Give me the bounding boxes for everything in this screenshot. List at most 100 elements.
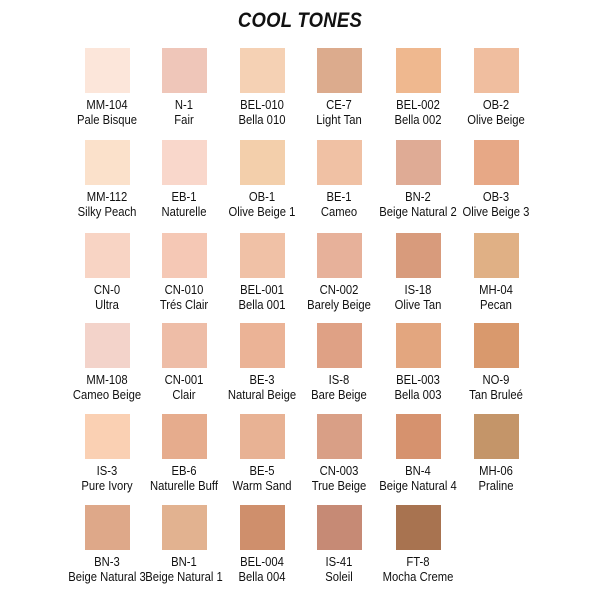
swatch-name: Tan Bruleé <box>469 388 523 402</box>
swatch-code: CN-003 <box>319 464 359 478</box>
swatch-name: Soleil <box>325 570 353 584</box>
swatch-code: MM-112 <box>86 190 128 204</box>
swatch-item: CN-001 Clair <box>139 323 229 403</box>
swatch-code: IS-18 <box>404 283 432 297</box>
swatch-name: Warm Sand <box>232 479 292 493</box>
swatch-name: Bare Beige <box>311 388 367 402</box>
swatch-name: Barely Beige <box>307 298 371 312</box>
swatch-item: OB-1 Olive Beige 1 <box>217 140 307 220</box>
swatch-color-chip <box>316 233 362 278</box>
swatch-code: BE-1 <box>326 190 352 204</box>
swatch-code: MH-06 <box>479 464 513 478</box>
swatch-name: Bella 010 <box>238 113 286 127</box>
swatch-item: FT-8 Mocha Creme <box>373 505 463 585</box>
swatch-name: Light Tan <box>316 113 362 127</box>
swatch-item: CN-003 True Beige <box>294 414 384 494</box>
swatch-code: BE-5 <box>249 464 275 478</box>
swatch-code: IS-41 <box>325 555 353 569</box>
swatch-name: Trés Clair <box>159 298 209 312</box>
swatch-item: BEL-004 Bella 004 <box>217 505 307 585</box>
swatch-code: MM-104 <box>86 98 128 112</box>
swatch-color-chip <box>161 48 207 93</box>
swatch-color-chip <box>239 414 285 459</box>
swatch-code: BN-1 <box>171 555 197 569</box>
swatch-color-chip <box>239 140 285 185</box>
swatch-color-chip <box>239 505 285 550</box>
swatch-color-chip <box>239 323 285 368</box>
swatch-code: OB-3 <box>482 190 510 204</box>
swatch-name: Cameo <box>320 205 358 219</box>
swatch-code: EB-1 <box>171 190 197 204</box>
swatch-name: Cameo Beige <box>72 388 142 402</box>
swatch-code: CE-7 <box>326 98 352 112</box>
swatch-item: CN-010 Trés Clair <box>139 233 229 313</box>
swatch-code: BN-4 <box>405 464 431 478</box>
swatch-color-chip <box>473 140 519 185</box>
swatch-name: Bella 003 <box>394 388 442 402</box>
swatch-color-chip <box>316 323 362 368</box>
swatch-name: True Beige <box>311 479 367 493</box>
swatch-item: MM-108 Cameo Beige <box>62 323 152 403</box>
swatch-item: MH-04 Pecan <box>451 233 541 313</box>
swatch-name: Bella 004 <box>238 570 286 584</box>
swatch-color-chip <box>161 233 207 278</box>
swatch-code: CN-002 <box>319 283 359 297</box>
swatch-item: OB-3 Olive Beige 3 <box>451 140 541 220</box>
swatch-color-chip <box>316 414 362 459</box>
swatch-name: Mocha Creme <box>382 570 454 584</box>
swatch-name: Bella 002 <box>394 113 442 127</box>
swatch-item: IS-18 Olive Tan <box>373 233 463 313</box>
swatch-color-chip <box>161 414 207 459</box>
swatch-item: EB-1 Naturelle <box>139 140 229 220</box>
swatch-color-chip <box>84 323 130 368</box>
swatch-name: Silky Peach <box>77 205 137 219</box>
swatch-color-chip <box>316 48 362 93</box>
swatch-name: Olive Beige 1 <box>228 205 296 219</box>
swatch-code: CN-0 <box>93 283 121 297</box>
swatch-color-chip <box>84 505 130 550</box>
swatch-color-chip <box>239 233 285 278</box>
swatch-code: BN-2 <box>405 190 431 204</box>
swatch-code: BEL-004 <box>240 555 284 569</box>
swatch-color-chip <box>316 140 362 185</box>
swatch-code: BEL-010 <box>240 98 284 112</box>
swatch-code: BE-3 <box>249 373 275 387</box>
swatch-color-chip <box>84 140 130 185</box>
swatch-item: N-1 Fair <box>139 48 229 128</box>
swatch-color-chip <box>161 323 207 368</box>
swatch-item: IS-8 Bare Beige <box>294 323 384 403</box>
swatch-item: OB-2 Olive Beige <box>451 48 541 128</box>
swatch-item: BEL-003 Bella 003 <box>373 323 463 403</box>
swatch-code: EB-6 <box>171 464 197 478</box>
swatch-item: BN-2 Beige Natural 2 <box>373 140 463 220</box>
swatch-code: FT-8 <box>406 555 430 569</box>
swatch-item: IS-3 Pure Ivory <box>62 414 152 494</box>
swatch-code: BEL-002 <box>396 98 440 112</box>
swatch-item: CN-002 Barely Beige <box>294 233 384 313</box>
swatch-name: Pecan <box>480 298 512 312</box>
swatch-name: Olive Tan <box>394 298 442 312</box>
swatch-name: Pure Ivory <box>81 479 133 493</box>
swatch-code: CN-001 <box>164 373 204 387</box>
swatch-item: BE-3 Natural Beige <box>217 323 307 403</box>
swatch-code: BEL-003 <box>396 373 440 387</box>
swatch-item: IS-41 Soleil <box>294 505 384 585</box>
swatch-item: NO-9 Tan Bruleé <box>451 323 541 403</box>
swatch-name: Pale Bisque <box>76 113 138 127</box>
swatch-name: Naturelle <box>161 205 207 219</box>
swatch-name: Beige Natural 1 <box>145 570 223 584</box>
swatch-code: OB-2 <box>482 98 510 112</box>
swatch-name: Bella 001 <box>238 298 286 312</box>
swatch-item: BN-1 Beige Natural 1 <box>139 505 229 585</box>
swatch-color-chip <box>473 233 519 278</box>
swatch-color-chip <box>395 48 441 93</box>
swatch-name: Beige Natural 4 <box>379 479 457 493</box>
swatch-item: MM-112 Silky Peach <box>62 140 152 220</box>
swatch-name: Praline <box>478 479 514 493</box>
swatch-name: Ultra <box>95 298 119 312</box>
swatch-color-chip <box>473 414 519 459</box>
swatch-name: Olive Beige 3 <box>462 205 530 219</box>
swatch-item: CE-7 Light Tan <box>294 48 384 128</box>
swatch-item: BN-4 Beige Natural 4 <box>373 414 463 494</box>
swatch-item: MM-104 Pale Bisque <box>62 48 152 128</box>
